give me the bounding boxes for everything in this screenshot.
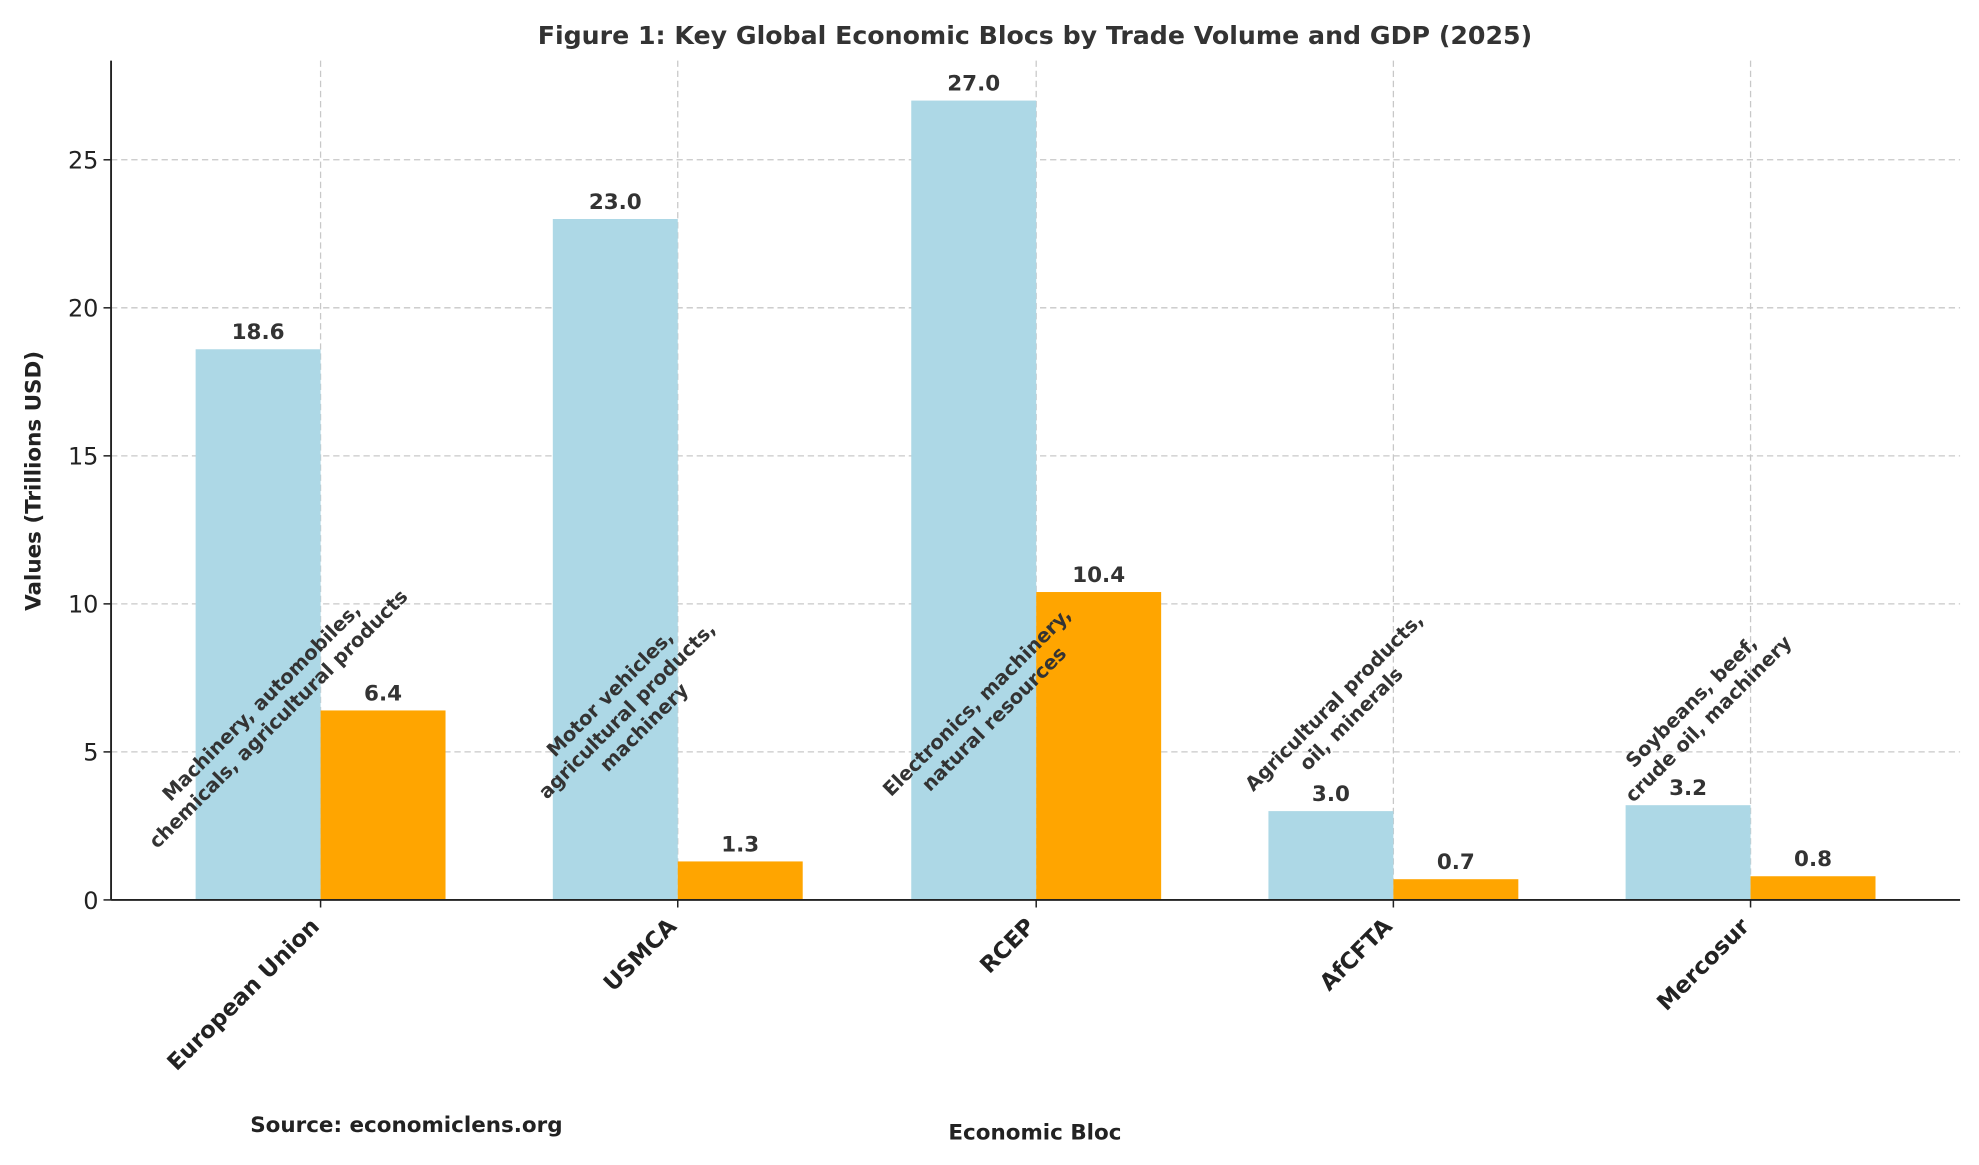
- bar-gdp: [1036, 592, 1162, 900]
- data-label: 0.7: [1437, 850, 1475, 875]
- x-tick-label: USMCA: [599, 913, 682, 996]
- data-label: 18.6: [232, 320, 285, 345]
- bar-gdp: [1750, 876, 1876, 900]
- bar-trade-volume: [195, 349, 321, 900]
- bar-trade-volume: [1625, 805, 1751, 900]
- y-tick-label: 0: [83, 887, 98, 915]
- data-label: 27.0: [947, 71, 1000, 96]
- data-label: 10.4: [1072, 563, 1125, 588]
- y-axis-label: Values (Trillions USD): [21, 351, 46, 611]
- data-label: 3.0: [1312, 782, 1350, 807]
- x-tick-label: Mercosur: [1652, 913, 1755, 1016]
- bar-trade-volume: [1268, 811, 1394, 900]
- x-tick-label: RCEP: [975, 914, 1040, 979]
- x-tick-label: AfCFTA: [1315, 913, 1398, 996]
- bar-gdp: [1393, 879, 1519, 900]
- data-label: 0.8: [1794, 847, 1832, 872]
- bar-gdp: [320, 710, 446, 900]
- data-label: 1.3: [721, 832, 759, 857]
- bars: [195, 100, 1876, 900]
- data-label: 6.4: [364, 681, 402, 706]
- x-tick-label: European Union: [162, 914, 324, 1076]
- source-note: Source: economiclens.org: [250, 1113, 562, 1138]
- y-tick-label: 15: [68, 443, 99, 471]
- data-label: 3.2: [1669, 776, 1707, 801]
- data-label: 23.0: [589, 190, 642, 215]
- bar-gdp: [677, 861, 803, 900]
- y-tick-label: 20: [68, 295, 99, 323]
- x-axis-label: Economic Bloc: [948, 1121, 1121, 1146]
- chart-title: Figure 1: Key Global Economic Blocs by T…: [538, 21, 1532, 50]
- data-labels: 18.6 6.4 23.0 1.3 27.0 10.4 3.0 0.7 3.2 0.8: [232, 71, 1832, 875]
- bar-trade-volume: [911, 100, 1037, 900]
- y-tick-label: 5: [83, 739, 98, 767]
- y-tick-label: 25: [68, 147, 99, 175]
- bar-trade-volume: [552, 219, 678, 900]
- y-tick-label: 10: [68, 591, 99, 619]
